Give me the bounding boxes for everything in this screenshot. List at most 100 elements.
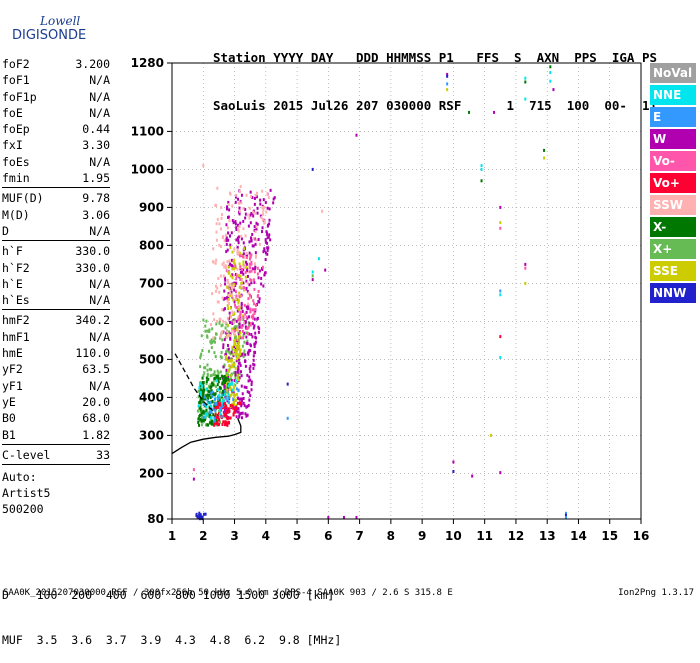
echo-mark <box>205 380 208 384</box>
echo-mark <box>262 208 265 212</box>
echo-mark <box>206 413 209 417</box>
echo-mark <box>252 358 255 362</box>
echo-mark <box>236 236 239 240</box>
echo-mark <box>253 287 256 291</box>
echo-mark <box>223 289 226 293</box>
echo-mark <box>245 193 248 197</box>
echo-mark <box>216 403 219 407</box>
param-divider <box>2 309 110 311</box>
echo-mark <box>252 214 255 218</box>
echo-mark <box>255 238 258 242</box>
echo-mark <box>202 396 205 400</box>
echo-mark <box>235 294 238 298</box>
echo-mark <box>198 382 201 386</box>
echo-mark <box>234 398 237 402</box>
echo-mark <box>245 286 248 290</box>
y-tick-label: 200 <box>139 466 164 480</box>
param-divider <box>2 187 110 189</box>
echo-mark <box>242 396 245 400</box>
param-value: 33 <box>96 447 110 462</box>
echo-mark <box>253 270 256 274</box>
echo-mark <box>201 389 204 393</box>
y-tick-label: 400 <box>139 390 164 404</box>
echo-point <box>543 156 546 160</box>
echo-mark <box>235 392 238 396</box>
echo-mark <box>243 266 246 270</box>
echo-point <box>480 164 483 168</box>
echo-mark <box>250 195 253 199</box>
echo-mark <box>202 403 205 407</box>
echo-mark <box>226 303 229 307</box>
echo-mark <box>232 298 235 302</box>
echo-mark <box>231 250 234 254</box>
echo-mark <box>199 408 202 412</box>
echo-mark <box>213 397 216 401</box>
echo-mark <box>201 418 204 422</box>
echo-mark <box>212 339 215 343</box>
echo-mark <box>206 398 209 402</box>
station-header: Station YYYY DAY DDD HHMMSS P1 FFS S AXN… <box>213 18 657 130</box>
param-row: h`Es N/A <box>2 292 110 308</box>
echo-mark <box>235 415 238 419</box>
echo-mark <box>227 359 230 363</box>
echo-mark <box>239 185 242 189</box>
echo-mark <box>248 251 251 255</box>
echo-mark <box>258 242 261 246</box>
echo-mark <box>256 272 259 276</box>
echo-mark <box>272 197 275 201</box>
param-row: h`F2 330.0 <box>2 260 110 276</box>
echo-mark <box>221 330 224 334</box>
legend-item: X+ <box>650 239 696 259</box>
echo-mark <box>246 342 249 346</box>
echo-mark <box>214 284 217 288</box>
echo-mark <box>235 407 238 411</box>
echo-mark <box>227 393 230 397</box>
echo-mark <box>239 274 242 278</box>
echo-mark <box>235 277 238 281</box>
echo-mark <box>225 236 228 240</box>
echo-mark <box>231 404 234 408</box>
x-tick-label: 6 <box>324 529 332 543</box>
echo-mark <box>252 362 255 366</box>
echo-mark <box>244 270 247 274</box>
echo-mark <box>253 344 256 348</box>
echo-mark <box>214 408 217 412</box>
echo-mark <box>215 405 218 409</box>
echo-mark <box>222 391 225 395</box>
echo-mark <box>250 278 253 282</box>
echo-point <box>524 97 527 101</box>
echo-mark <box>199 355 202 359</box>
echo-mark <box>257 237 260 241</box>
echo-mark <box>252 326 255 330</box>
echo-mark <box>234 366 237 370</box>
echo-mark <box>228 359 231 363</box>
echo-mark <box>218 398 221 402</box>
echo-mark <box>203 371 206 375</box>
echo-mark <box>255 336 258 340</box>
echo-mark <box>222 403 225 407</box>
echo-mark <box>233 379 236 383</box>
echo-mark <box>252 278 255 282</box>
x-tick-label: 13 <box>539 529 556 543</box>
echo-mark <box>237 305 240 309</box>
echo-point <box>446 82 449 86</box>
echo-mark <box>252 313 255 317</box>
echo-mark <box>229 321 232 325</box>
echo-mark <box>261 265 264 269</box>
echo-mark <box>211 327 214 331</box>
echo-mark <box>248 254 251 258</box>
echo-mark <box>240 384 243 388</box>
echo-mark <box>220 374 223 378</box>
echo-point <box>564 515 567 519</box>
echo-mark <box>266 206 269 210</box>
echo-mark <box>221 323 224 327</box>
echo-mark <box>229 243 232 247</box>
scaled-parameters-panel: foF2 3.200 foF1 N/A foF1p N/A foE N/A foEp 0.44 fx… <box>2 56 110 517</box>
echo-mark <box>237 223 240 227</box>
echo-mark <box>234 193 237 197</box>
echo-mark <box>235 238 238 242</box>
echo-mark <box>213 416 216 420</box>
echo-mark <box>198 516 201 520</box>
echo-mark <box>213 318 216 322</box>
echo-mark <box>236 251 239 255</box>
